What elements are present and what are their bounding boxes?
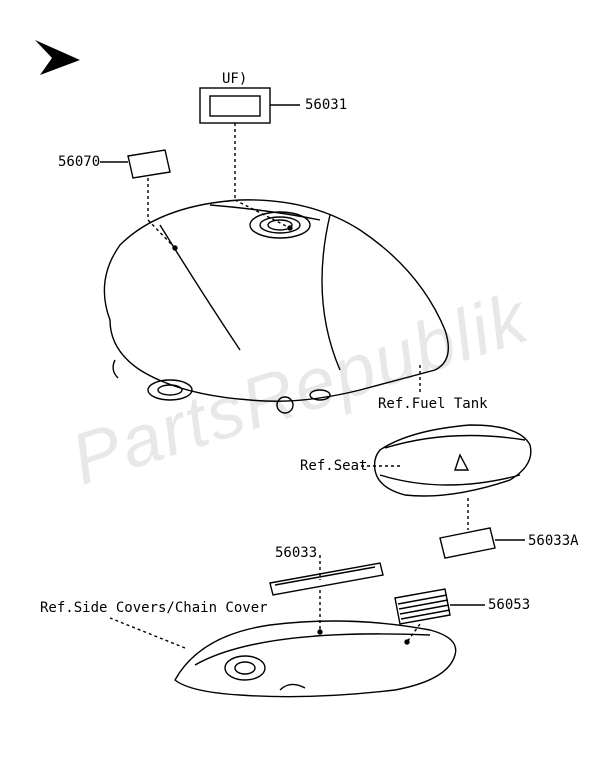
callout-56053: 56053 — [488, 597, 530, 613]
ref-fuel-tank: Ref.Fuel Tank — [378, 396, 488, 412]
label-box-56033a — [440, 528, 495, 558]
callout-56033a: 56033A — [528, 533, 579, 549]
ref-side-covers: Ref.Side Covers/Chain Cover — [40, 600, 268, 616]
label-box-56053 — [395, 589, 450, 624]
label-box-56033 — [270, 563, 383, 595]
parts-diagram — [0, 0, 600, 778]
fuel-tank-outline — [104, 200, 448, 413]
label-box-56070 — [128, 150, 170, 178]
seat-outline — [375, 425, 531, 496]
callout-56070: 56070 — [58, 154, 100, 170]
view-arrow-icon — [35, 40, 80, 75]
callout-56031: 56031 — [305, 97, 347, 113]
uf-marker: UF) — [222, 71, 247, 87]
callout-56033: 56033 — [275, 545, 317, 561]
chain-cover-outline — [175, 621, 456, 697]
ref-seat: Ref.Seat — [300, 458, 367, 474]
